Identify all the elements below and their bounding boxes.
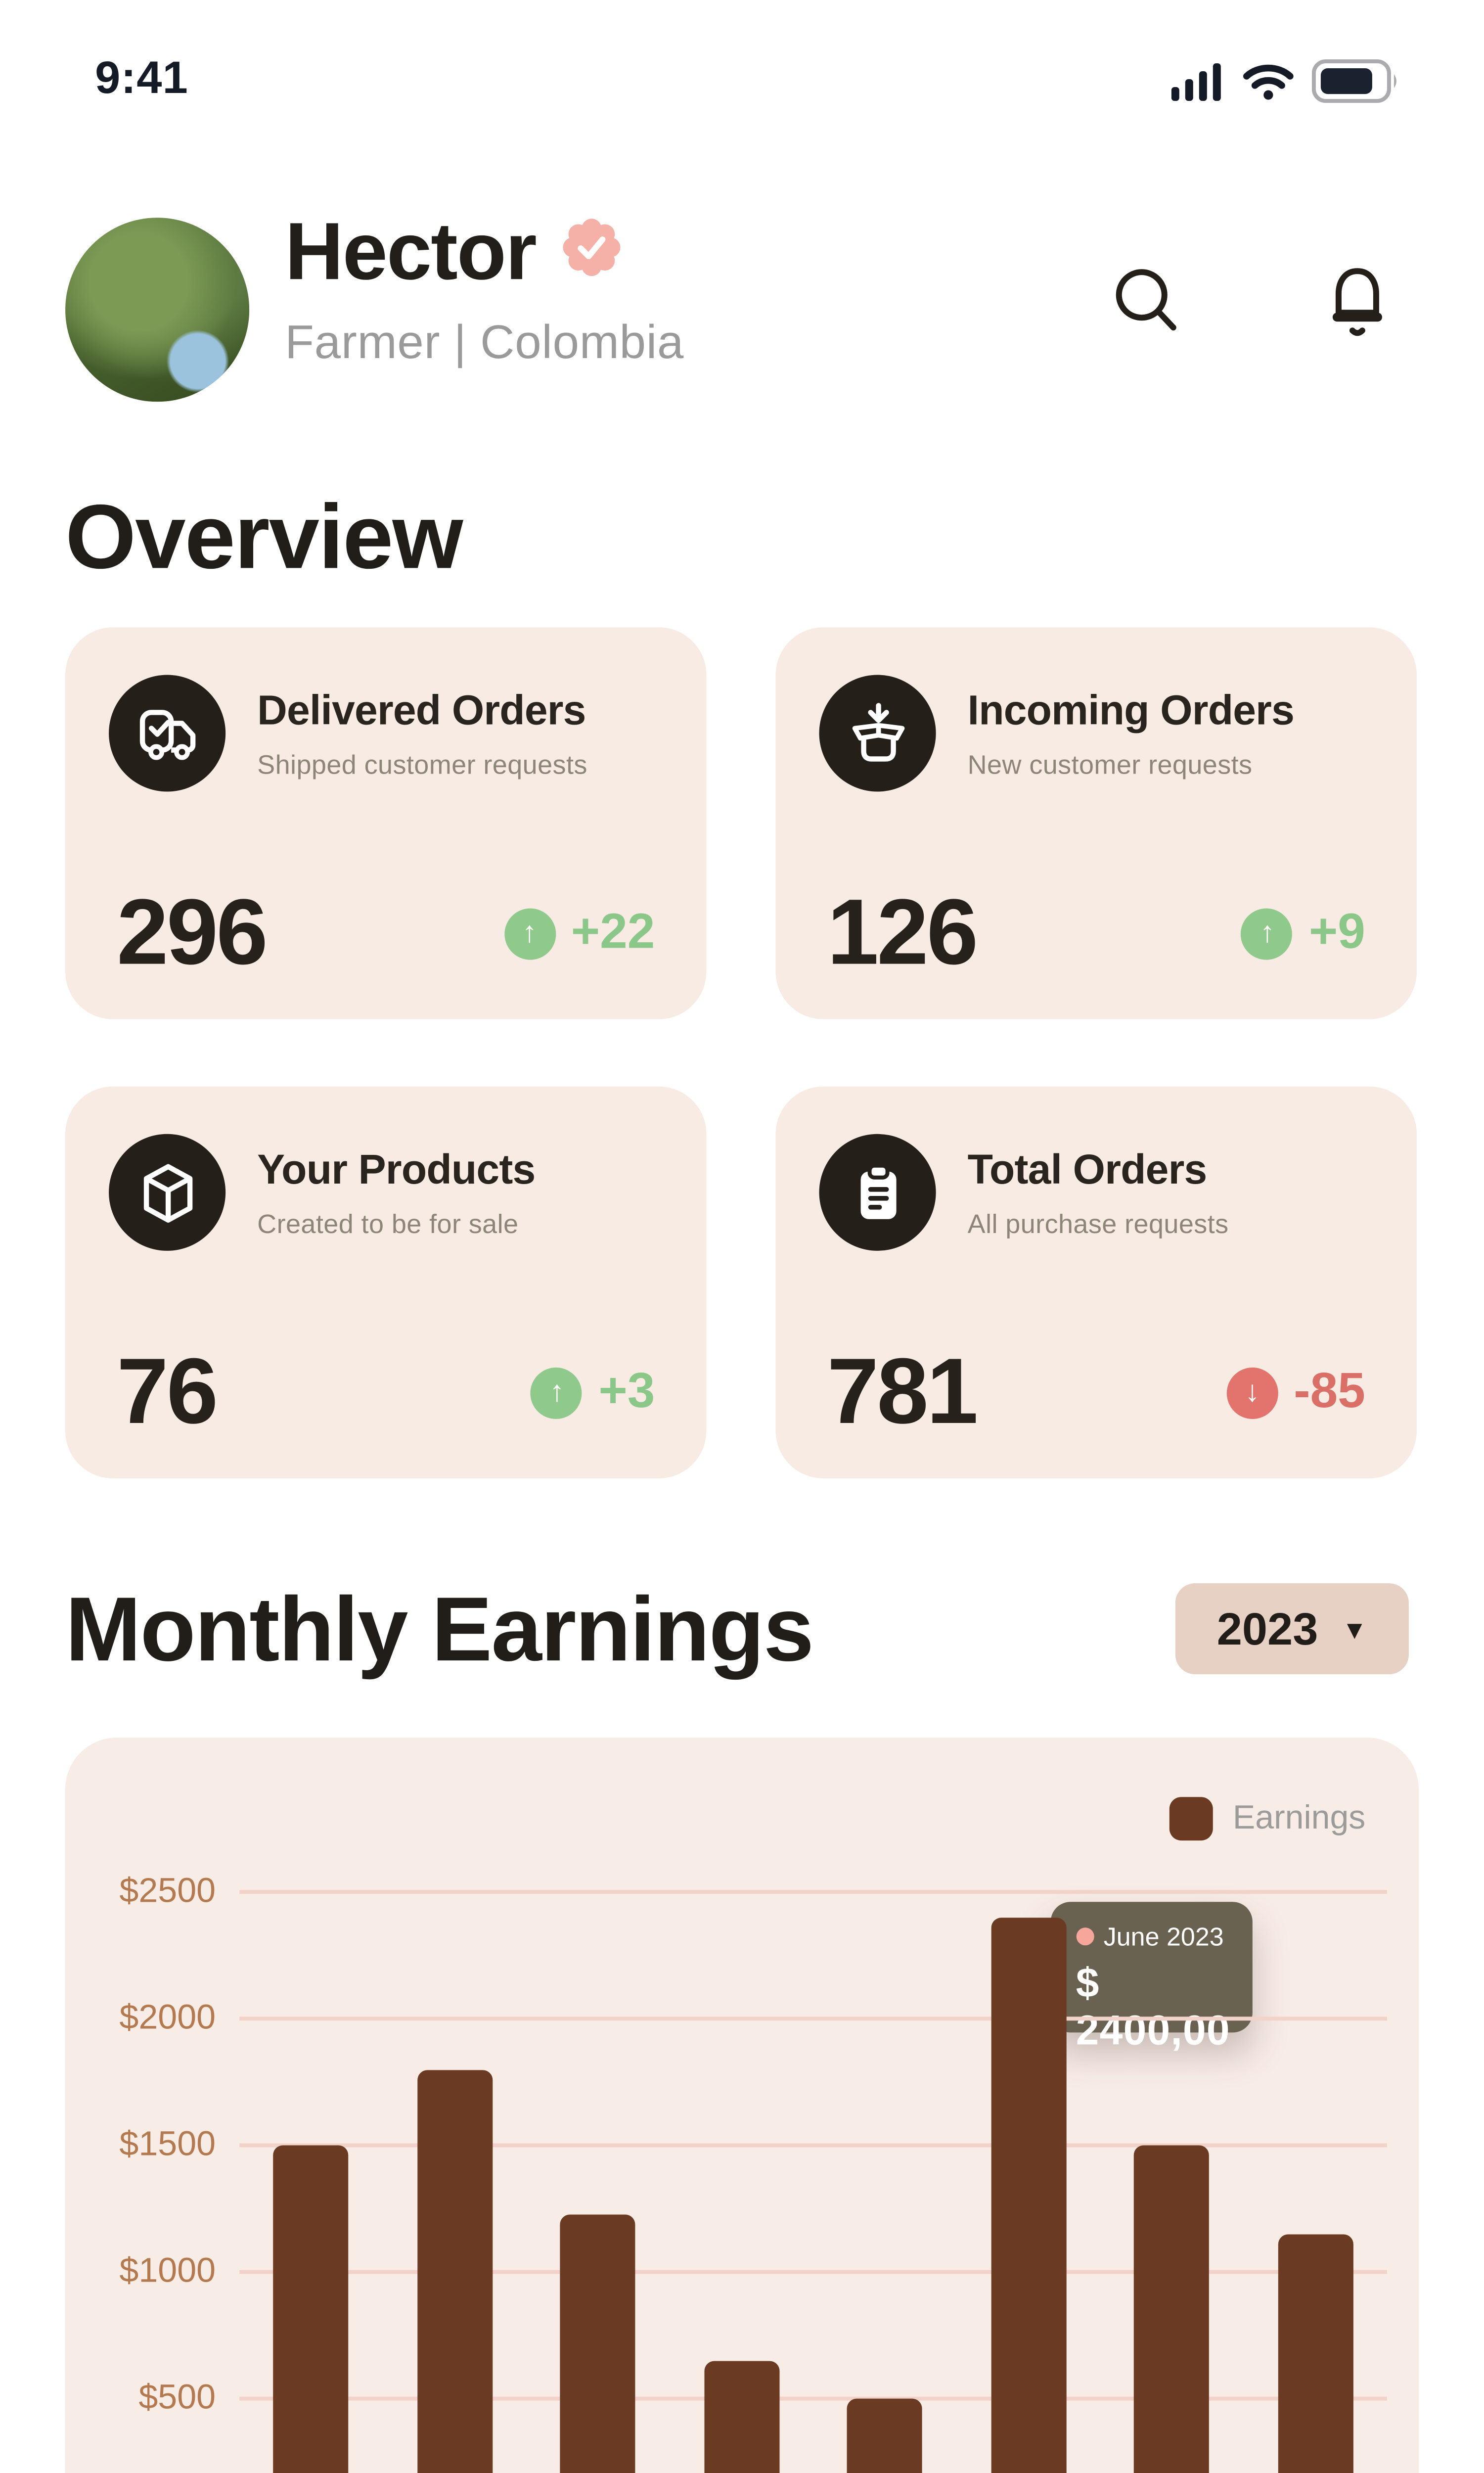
bar-jun[interactable] [990, 1917, 1066, 2473]
overview-title: Overview [65, 485, 463, 588]
trend-badge: ↑ +22 [503, 904, 655, 962]
bell-icon [1316, 260, 1399, 349]
gridline [239, 1890, 1387, 1894]
earnings-title: Monthly Earnings [65, 1577, 814, 1681]
bar-jan[interactable] [273, 2145, 349, 2473]
card-value: 76 [117, 1337, 218, 1443]
gridline [239, 2016, 1387, 2021]
trend-delta: -85 [1294, 1363, 1365, 1419]
chart-legend: Earnings [1169, 1797, 1366, 1841]
tooltip-dot-icon [1076, 1927, 1094, 1945]
battery-icon [1311, 59, 1401, 113]
trend-up-arrow-icon: ↑ [1241, 907, 1293, 959]
card-value: 126 [827, 878, 979, 984]
trend-up-arrow-icon: ↑ [503, 907, 555, 959]
status-time: 9:41 [95, 51, 189, 103]
card-title: Total Orders [967, 1147, 1208, 1193]
earnings-chart: Earnings June 2023 $ 2400,00 $0$500$1000… [65, 1738, 1419, 2473]
trend-down-arrow-icon: ↓ [1226, 1366, 1278, 1418]
gridline [239, 2270, 1387, 2274]
trend-delta: +9 [1308, 904, 1365, 960]
y-axis-tick: $1500 [119, 2123, 216, 2163]
tooltip-value: $ 2400,00 [1076, 1961, 1230, 2054]
gridline [239, 2396, 1387, 2401]
clipboard-icon [819, 1134, 936, 1251]
user-name: Hector [285, 206, 537, 297]
gridline [239, 2143, 1387, 2148]
card-title: Incoming Orders [967, 688, 1295, 734]
y-axis-tick: $2000 [119, 1997, 216, 2037]
y-axis-tick: $1000 [119, 2250, 216, 2290]
bar-feb[interactable] [417, 2069, 493, 2473]
card-your-products[interactable]: Your Products Created to be for sale 76 … [65, 1086, 707, 1478]
card-title: Your Products [257, 1147, 536, 1193]
card-value: 781 [827, 1337, 979, 1443]
legend-label: Earnings [1232, 1799, 1366, 1837]
trend-badge: ↓ -85 [1226, 1364, 1365, 1421]
card-subtitle: All purchase requests [967, 1209, 1229, 1239]
card-value: 296 [117, 878, 268, 984]
trend-badge: ↑ +3 [531, 1364, 655, 1421]
user-role-location: Farmer | Colombia [285, 317, 684, 370]
cellular-signal-icon [1171, 62, 1225, 110]
card-subtitle: New customer requests [967, 750, 1253, 780]
trend-up-arrow-icon: ↑ [531, 1366, 583, 1418]
search-icon [1106, 260, 1189, 349]
bar-jul[interactable] [1134, 2145, 1210, 2473]
notifications-button[interactable] [1314, 261, 1401, 348]
tooltip-label: June 2023 [1103, 1921, 1224, 1951]
delivery-truck-icon [109, 675, 226, 792]
avatar[interactable] [65, 218, 250, 402]
cube-icon [109, 1134, 226, 1251]
verified-check-icon [560, 216, 623, 289]
profile-header: Hector Farmer | Colombia [0, 190, 1484, 427]
year-dropdown[interactable]: 2023 ▼ [1175, 1583, 1409, 1675]
chart-tooltip: June 2023 $ 2400,00 [1032, 1901, 1252, 2054]
y-axis-tick: $2500 [119, 1870, 216, 1910]
card-subtitle: Shipped customer requests [257, 750, 587, 780]
search-button[interactable] [1104, 261, 1191, 348]
bar-aug[interactable] [1277, 2234, 1353, 2473]
card-title: Delivered Orders [257, 688, 586, 734]
trend-badge: ↑ +9 [1241, 904, 1365, 962]
card-subtitle: Created to be for sale [257, 1209, 519, 1239]
legend-swatch [1169, 1797, 1213, 1841]
wifi-icon [1243, 62, 1294, 110]
y-axis-tick: $500 [138, 2377, 216, 2417]
card-total-orders[interactable]: Total Orders All purchase requests 781 ↓… [775, 1086, 1417, 1478]
card-delivered-orders[interactable]: Delivered Orders Shipped customer reques… [65, 627, 707, 1019]
trend-delta: +3 [598, 1363, 655, 1419]
chevron-down-icon: ▼ [1342, 1614, 1367, 1644]
card-incoming-orders[interactable]: Incoming Orders New customer requests 12… [775, 627, 1417, 1019]
bar-may[interactable] [847, 2398, 923, 2473]
status-icons [1171, 59, 1401, 113]
incoming-box-icon [819, 675, 936, 792]
bar-mar[interactable] [560, 2213, 636, 2473]
status-bar: 9:41 [0, 0, 1484, 142]
bar-apr[interactable] [704, 2360, 779, 2473]
year-dropdown-value: 2023 [1216, 1602, 1318, 1654]
trend-delta: +22 [571, 904, 655, 960]
